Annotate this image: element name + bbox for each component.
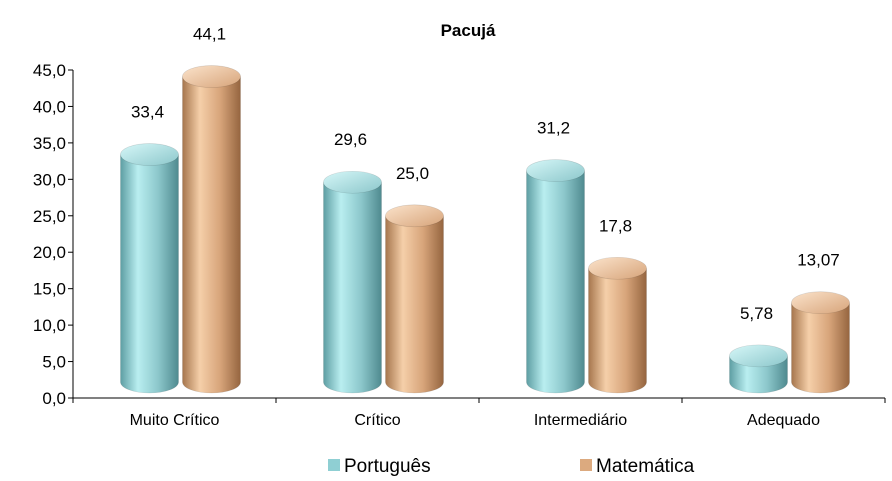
x-tick-label: Muito Crítico [130, 412, 220, 429]
bar-matematica [385, 204, 444, 394]
data-label: 44,1 [193, 25, 226, 44]
data-label: 29,6 [334, 130, 367, 149]
bar-portugues [729, 344, 788, 394]
bar-top [182, 65, 241, 88]
bar-top [120, 143, 179, 166]
y-tick-label: 10,0 [33, 316, 66, 335]
bar-matematica [182, 65, 241, 394]
bar-portugues [323, 170, 382, 394]
legend-label-matematica: Matemática [596, 456, 695, 476]
legend-swatch-matematica [580, 459, 592, 471]
y-tick-label: 25,0 [33, 207, 66, 226]
bar-top [588, 256, 647, 280]
bar-body [385, 215, 444, 394]
data-label: 25,0 [396, 164, 429, 183]
bar-body [588, 267, 647, 394]
data-label: 5,78 [740, 304, 773, 323]
y-tick-label: 15,0 [33, 280, 66, 299]
data-label: 13,07 [797, 251, 840, 270]
x-tick-label: Crítico [354, 412, 400, 429]
data-labels-group: 33,4 44,1 29,6 25,0 31,2 17,8 5,78 13,07 [131, 25, 840, 323]
bars-group [120, 65, 850, 394]
y-tick-label: 0,0 [42, 389, 66, 408]
y-tick-label: 20,0 [33, 243, 66, 262]
x-tick-label: Intermediário [534, 412, 627, 429]
legend: Português Matemática [328, 456, 695, 477]
bar-body [182, 76, 241, 394]
data-label: 17,8 [599, 216, 632, 235]
bar-top [791, 291, 850, 315]
bar-top [729, 344, 788, 368]
data-label: 31,2 [537, 119, 570, 138]
bar-body [323, 181, 382, 394]
bar-body [120, 154, 179, 394]
y-tick-label: 45,0 [33, 61, 66, 80]
chart-title: Pacujá [441, 21, 496, 40]
y-tick-label: 30,0 [33, 170, 66, 189]
x-tick-label: Adequado [747, 412, 820, 429]
y-tick-label: 5,0 [42, 353, 66, 372]
bar-top [323, 170, 382, 194]
bar-portugues [120, 143, 179, 394]
y-tick-label: 40,0 [33, 97, 66, 116]
y-axis: 0,0 5,0 10,0 15,0 20,0 25,0 30,0 35,0 40,0 45,0 [33, 61, 74, 408]
legend-label-portugues: Português [344, 456, 431, 476]
bar-top [385, 204, 444, 228]
bar-portugues [526, 159, 585, 394]
y-tick-label: 35,0 [33, 134, 66, 153]
bar-body [526, 170, 585, 394]
bar-matematica [791, 291, 850, 394]
bar-matematica [588, 256, 647, 394]
legend-swatch-portugues [328, 459, 340, 471]
bar-top [526, 159, 585, 182]
data-label: 33,4 [131, 103, 164, 122]
x-axis: Muito Crítico Crítico Intermediário Adequad… [72, 397, 886, 429]
bar-body [791, 302, 850, 394]
